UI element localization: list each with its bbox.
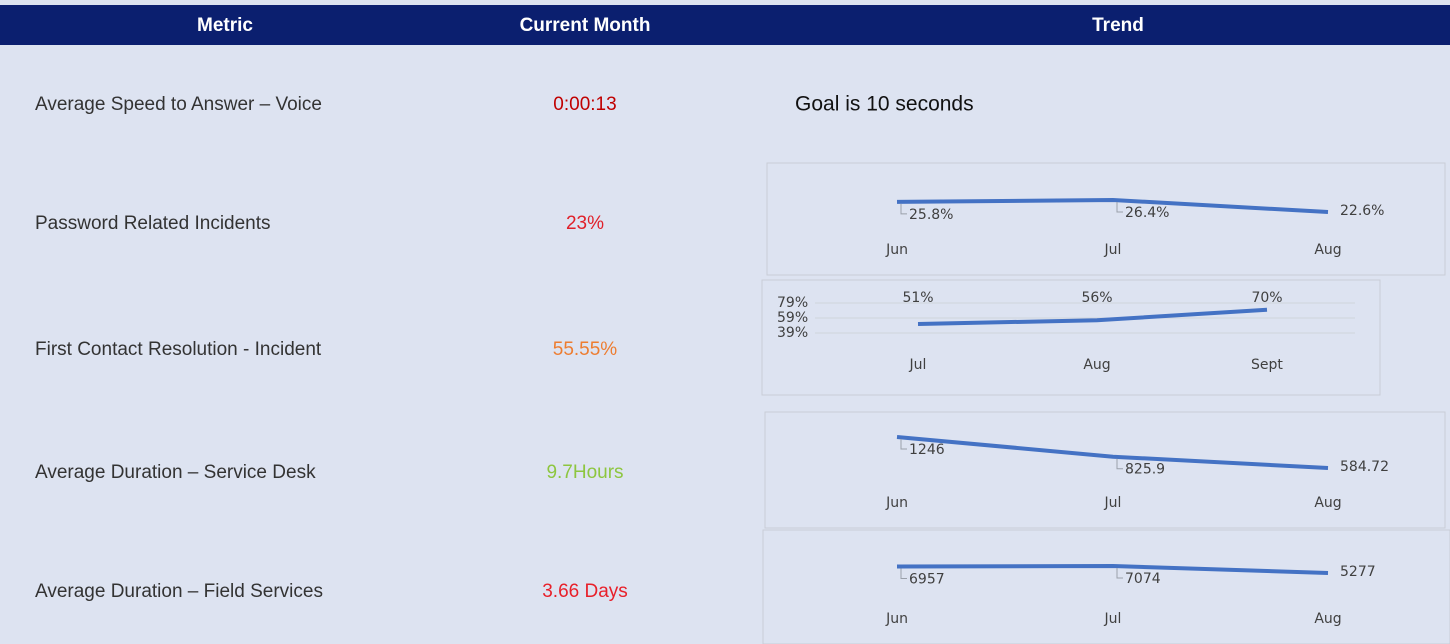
chart-panel bbox=[764, 411, 1446, 529]
x-tick-label: Sept bbox=[1251, 357, 1283, 373]
x-tick-label: Jun bbox=[885, 611, 908, 627]
trend-line bbox=[896, 197, 1329, 214]
leader-line bbox=[900, 203, 907, 215]
x-tick-label: Aug bbox=[1314, 495, 1341, 511]
y-tick-label: 39% bbox=[777, 325, 808, 341]
data-label: 22.6% bbox=[1340, 203, 1384, 219]
x-tick-label: Jul bbox=[1104, 611, 1122, 627]
y-tick-label: 79% bbox=[777, 295, 808, 311]
trend-note: Goal is 10 seconds bbox=[795, 93, 974, 116]
x-tick-label: Jun bbox=[885, 495, 908, 511]
leader-line bbox=[900, 439, 907, 450]
metric-label: Average Duration – Service Desk bbox=[35, 462, 316, 483]
metric-label: Password Related Incidents bbox=[35, 213, 271, 234]
current-value: 55.55% bbox=[553, 339, 618, 360]
header-bar bbox=[0, 5, 1450, 45]
x-tick-label: Jul bbox=[909, 357, 927, 373]
data-label: 1246 bbox=[909, 442, 945, 458]
current-value: 0:00:13 bbox=[553, 94, 616, 115]
column-header: Trend bbox=[1092, 15, 1144, 36]
data-label: 584.72 bbox=[1340, 459, 1389, 475]
column-header: Current Month bbox=[520, 15, 651, 36]
trend-line bbox=[896, 435, 1329, 470]
leader-line bbox=[900, 568, 907, 579]
trend-line bbox=[896, 563, 1329, 575]
data-label: 56% bbox=[1081, 290, 1112, 306]
metric-label: Average Speed to Answer – Voice bbox=[35, 94, 322, 115]
current-value: 23% bbox=[566, 213, 604, 234]
chart-panel bbox=[761, 279, 1381, 396]
x-tick-label: Jun bbox=[885, 242, 908, 258]
data-label: 6957 bbox=[909, 571, 945, 587]
leader-line bbox=[1116, 568, 1123, 579]
data-label: 70% bbox=[1251, 290, 1282, 306]
x-tick-label: Aug bbox=[1314, 611, 1341, 627]
data-label: 51% bbox=[902, 290, 933, 306]
column-header: Metric bbox=[197, 15, 253, 36]
data-label: 825.9 bbox=[1125, 462, 1165, 478]
trend-line bbox=[917, 307, 1268, 326]
x-tick-label: Jul bbox=[1104, 242, 1122, 258]
current-value: 3.66 Days bbox=[542, 581, 628, 602]
x-tick-label: Aug bbox=[1314, 242, 1341, 258]
data-label: 5277 bbox=[1340, 564, 1376, 580]
data-label: 25.8% bbox=[909, 207, 953, 223]
data-label: 26.4% bbox=[1125, 205, 1169, 221]
metric-label: First Contact Resolution - Incident bbox=[35, 339, 322, 360]
leader-line bbox=[1116, 202, 1123, 213]
current-value: 9.7Hours bbox=[546, 462, 623, 483]
metric-label: Average Duration – Field Services bbox=[35, 581, 323, 602]
chart-panel bbox=[762, 529, 1450, 644]
data-label: 7074 bbox=[1125, 571, 1161, 587]
y-tick-label: 59% bbox=[777, 310, 808, 326]
x-tick-label: Jul bbox=[1104, 495, 1122, 511]
leader-line bbox=[1116, 458, 1123, 470]
chart-panel bbox=[766, 162, 1446, 276]
x-tick-label: Aug bbox=[1083, 357, 1110, 373]
